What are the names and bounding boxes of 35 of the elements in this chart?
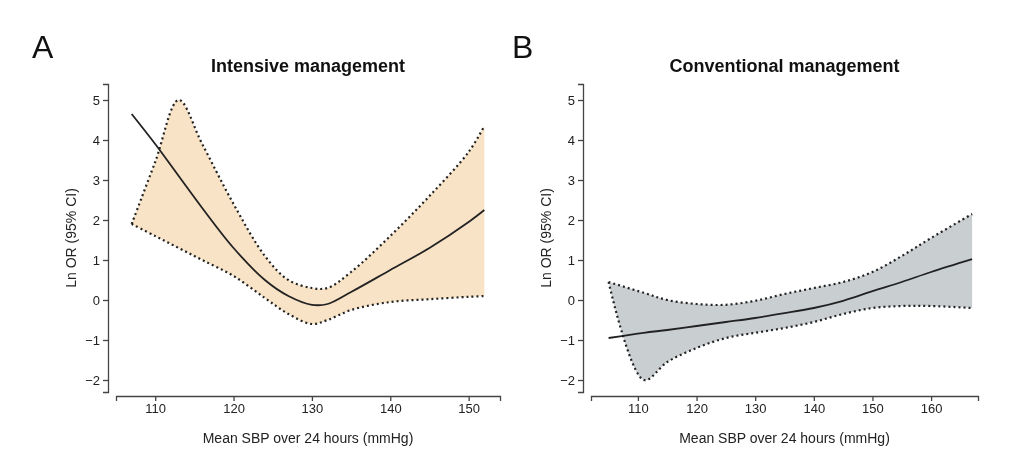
- y-tick-label: 2: [567, 212, 575, 228]
- y-axis-title: Ln OR (95% CI): [63, 188, 79, 288]
- y-axis-title: Ln OR (95% CI): [538, 188, 554, 288]
- y-tick-label: 5: [92, 92, 100, 108]
- x-tick-label: 110: [145, 401, 167, 417]
- chart-title: Intensive management: [210, 56, 406, 76]
- x-tick-label: 140: [379, 401, 402, 417]
- text: B: [512, 29, 534, 65]
- y-tick-label: −1: [85, 332, 100, 348]
- y-tick-label: 3: [567, 172, 575, 188]
- y-tick-label: 0: [567, 292, 575, 308]
- x-tick-label: 150: [862, 401, 884, 417]
- y-tick-label: 1: [567, 252, 575, 268]
- y-tick-label: −2: [560, 372, 575, 388]
- y-tick-label: −1: [560, 332, 575, 348]
- x-tick-label: 110: [628, 401, 649, 417]
- y-tick-label: 1: [92, 252, 100, 268]
- chart-title: Conventional management: [669, 56, 900, 76]
- y-tick-label: 0: [92, 292, 100, 308]
- y-tick-label: 4: [92, 132, 100, 148]
- x-axis-title: Mean SBP over 24 hours (mmHg): [679, 430, 890, 446]
- x-axis-title: Mean SBP over 24 hours (mmHg): [202, 430, 414, 446]
- x-tick-label: 130: [301, 401, 324, 417]
- y-tick-label: 5: [567, 92, 575, 108]
- y-tick-label: 3: [92, 172, 100, 188]
- x-tick-label: 130: [744, 401, 767, 417]
- x-tick-label: 140: [803, 401, 826, 417]
- x-tick-label: 150: [458, 401, 480, 417]
- y-tick-label: 4: [567, 132, 575, 148]
- x-tick-label: 120: [223, 401, 245, 417]
- x-tick-label: 160: [920, 401, 943, 417]
- text: A: [32, 29, 54, 65]
- x-tick-label: 120: [686, 401, 708, 417]
- y-tick-label: 2: [92, 212, 100, 228]
- y-tick-label: −2: [85, 372, 100, 388]
